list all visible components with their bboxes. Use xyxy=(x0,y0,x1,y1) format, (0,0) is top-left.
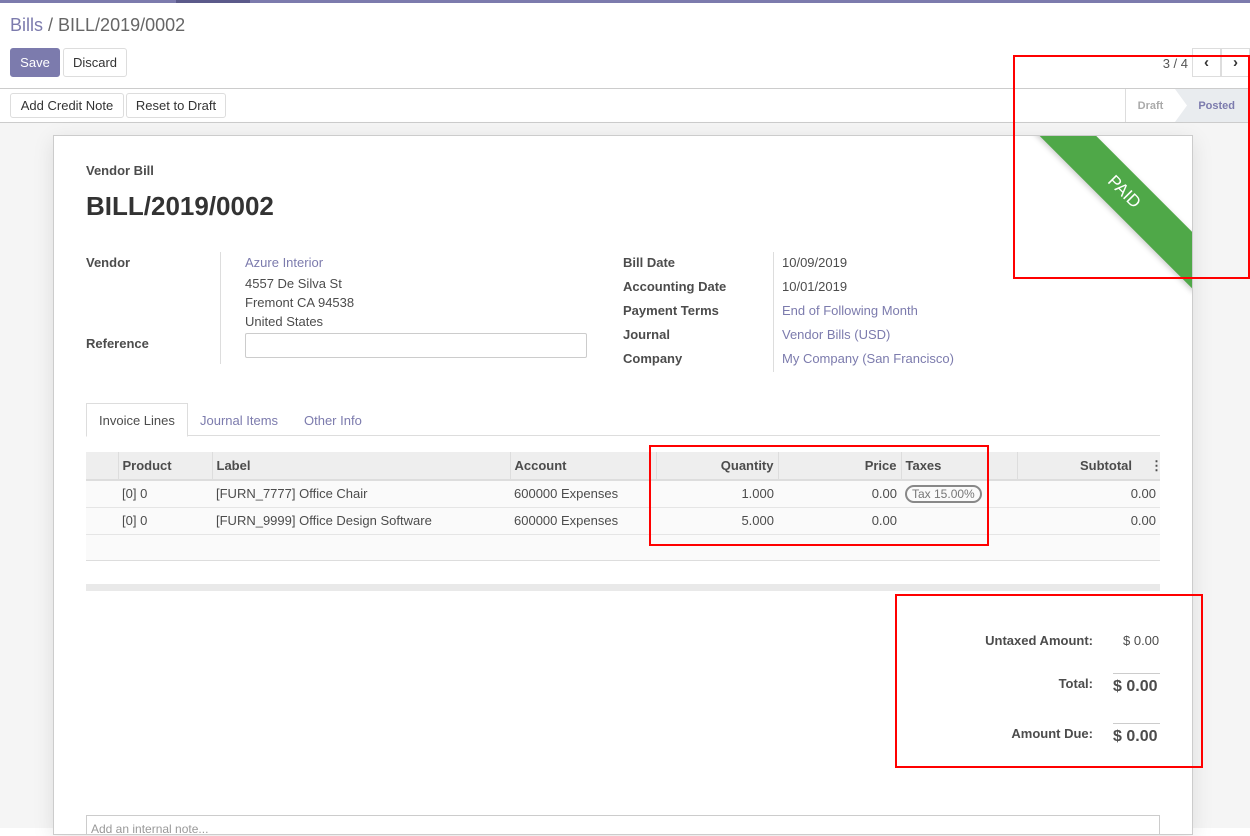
chevron-right-icon: › xyxy=(1233,54,1238,71)
header-quantity[interactable]: Quantity xyxy=(655,452,778,481)
table-footer xyxy=(86,584,1160,591)
notebook-tabs: Invoice Lines Journal Items Other Info xyxy=(86,403,1160,437)
subtotal-label: Subtotal xyxy=(1080,458,1132,473)
annotation-box xyxy=(1013,55,1250,279)
reference-input[interactable] xyxy=(245,333,587,358)
column-options-icon[interactable]: ⋮ xyxy=(1150,458,1163,473)
chevron-left-icon: ‹ xyxy=(1204,54,1209,71)
doc-type: Vendor Bill xyxy=(86,163,154,178)
vendor-address: 4557 De Silva St Fremont CA 94538 United… xyxy=(245,274,354,331)
cell-subtotal: 0.00 xyxy=(1017,507,1160,535)
save-button[interactable]: Save xyxy=(10,48,60,77)
tax-badge: Tax 15.00% xyxy=(905,485,982,504)
cell-label[interactable]: [FURN_7777] Office Chair xyxy=(212,480,510,508)
top-nav-bar xyxy=(0,0,1250,3)
annotation-box xyxy=(895,594,1203,768)
header-taxes[interactable]: Taxes xyxy=(900,452,1017,481)
active-menu-indicator xyxy=(176,0,250,3)
header-subtotal[interactable]: Subtotal xyxy=(1016,452,1160,481)
breadcrumb: Bills / BILL/2019/0002 xyxy=(10,15,186,35)
tab-other-info[interactable]: Other Info xyxy=(304,412,362,428)
bill-date-value[interactable]: 10/09/2019 xyxy=(782,255,848,270)
journal-label: Journal xyxy=(623,327,670,342)
stage-posted[interactable]: Posted xyxy=(1175,89,1250,122)
annotation-box xyxy=(649,445,989,546)
header-label[interactable]: Label xyxy=(211,452,510,481)
address-line: Fremont CA 94538 xyxy=(245,295,355,310)
total-amount: $ 0.00 xyxy=(1113,678,1158,695)
address-line: 4557 De Silva St xyxy=(245,276,342,291)
total-label: Total: xyxy=(1058,676,1093,691)
cell-account[interactable]: 600000 Expenses xyxy=(510,480,656,508)
cell-label[interactable]: [FURN_9999] Office Design Software xyxy=(212,507,510,535)
journal-link[interactable]: Vendor Bills (USD) xyxy=(782,327,891,342)
add-credit-note-button[interactable]: Add Credit Note xyxy=(10,93,124,118)
internal-note-input[interactable]: Add an internal note... xyxy=(86,815,1160,836)
invoice-lines-table: Product Label Account Quantity Price Tax… xyxy=(86,452,1160,561)
cell-product[interactable]: [0] 0 xyxy=(118,507,212,535)
company-link[interactable]: My Company (San Francisco) xyxy=(782,351,954,366)
vendor-label: Vendor xyxy=(86,255,131,270)
bill-number: BILL/2019/0002 xyxy=(86,191,274,221)
tab-journal-items[interactable]: Journal Items xyxy=(200,412,279,428)
accounting-date-label: Accounting Date xyxy=(623,279,727,294)
header-account[interactable]: Account xyxy=(509,452,656,481)
table-row[interactable]: [0] 0 [FURN_7777] Office Chair 600000 Ex… xyxy=(86,480,1160,508)
pager-previous-button[interactable]: ‹ xyxy=(1192,48,1221,77)
company-label: Company xyxy=(623,351,683,366)
status-bar: Add Credit Note Reset to Draft Draft Pos… xyxy=(0,88,1250,123)
header-price[interactable]: Price xyxy=(777,452,901,481)
reset-to-draft-button[interactable]: Reset to Draft xyxy=(126,93,226,118)
address-line: United States xyxy=(245,314,324,329)
accounting-date-value[interactable]: 10/01/2019 xyxy=(782,279,848,294)
discard-button[interactable]: Discard xyxy=(63,48,127,77)
table-row[interactable]: [0] 0 [FURN_9999] Office Design Software… xyxy=(86,507,1160,535)
row-handle xyxy=(86,507,118,535)
cell-price[interactable]: 0.00 xyxy=(778,480,901,508)
table-header: Product Label Account Quantity Price Tax… xyxy=(86,452,1160,481)
stage-draft[interactable]: Draft xyxy=(1125,89,1175,122)
header-product[interactable]: Product xyxy=(117,452,212,481)
empty-row xyxy=(86,534,1160,561)
cell-quantity[interactable]: 1.000 xyxy=(656,480,778,508)
cell-taxes[interactable]: Tax 15.00% xyxy=(901,480,1017,508)
tab-invoice-lines[interactable]: Invoice Lines xyxy=(86,403,188,437)
cell-product[interactable]: [0] 0 xyxy=(118,480,212,508)
vendor-link[interactable]: Azure Interior xyxy=(245,255,324,270)
cell-quantity[interactable]: 5.000 xyxy=(656,507,778,535)
handle-header xyxy=(86,452,118,481)
amount-due: $ 0.00 xyxy=(1113,728,1158,745)
form-sheet: PAID Vendor Bill BILL/2019/0002 Vendor A… xyxy=(53,135,1193,835)
cell-account[interactable]: 600000 Expenses xyxy=(510,507,656,535)
untaxed-amount: $ 0.00 xyxy=(1123,633,1160,648)
bill-date-label: Bill Date xyxy=(623,255,676,270)
payment-terms-link[interactable]: End of Following Month xyxy=(782,303,918,318)
cell-taxes[interactable] xyxy=(901,507,1017,535)
cell-price[interactable]: 0.00 xyxy=(778,507,901,535)
row-handle xyxy=(86,480,118,508)
untaxed-label: Untaxed Amount: xyxy=(985,633,1093,648)
reference-label: Reference xyxy=(86,336,149,351)
breadcrumb-current: BILL/2019/0002 xyxy=(58,15,186,35)
cell-subtotal: 0.00 xyxy=(1017,480,1160,508)
breadcrumb-bills-link[interactable]: Bills xyxy=(10,15,44,35)
pager-value: 3 / 4 xyxy=(1162,56,1188,71)
amount-due-label: Amount Due: xyxy=(1011,726,1093,741)
payment-terms-label: Payment Terms xyxy=(623,303,719,318)
